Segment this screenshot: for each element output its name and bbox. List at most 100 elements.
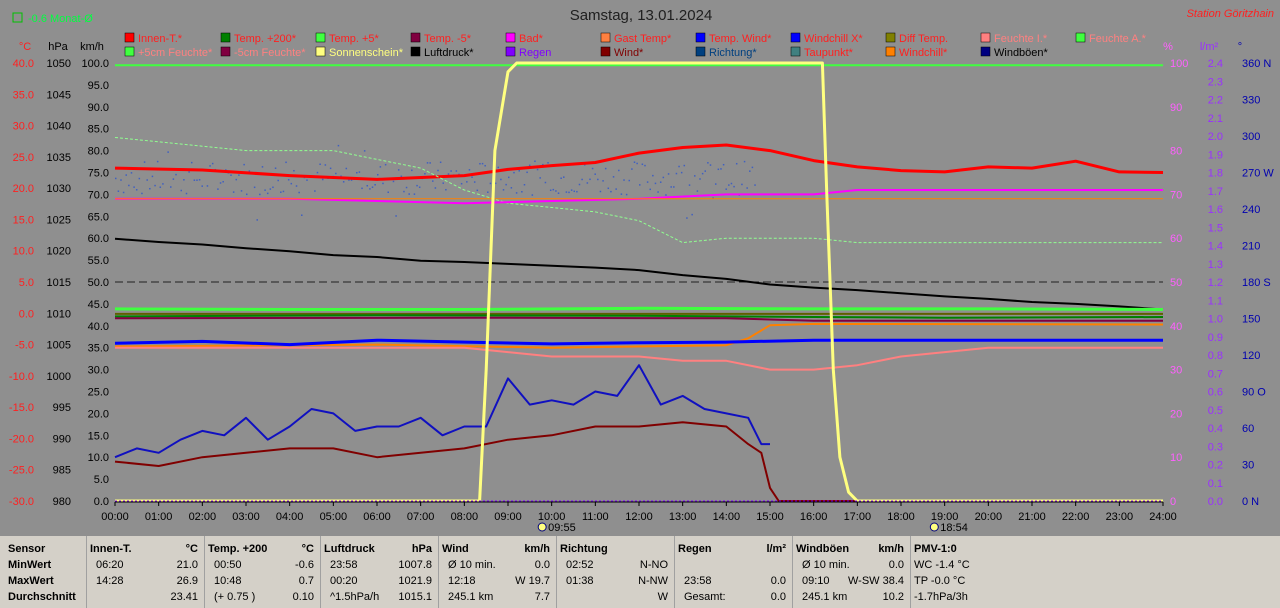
- direction-point: [657, 191, 659, 193]
- axis-unit-label: °C: [19, 41, 31, 53]
- direction-point: [555, 190, 557, 192]
- axis-tick-label: 70: [1170, 189, 1182, 201]
- legend-label: Wind*: [614, 47, 644, 59]
- sun-marker-icon: [929, 522, 939, 532]
- series-line: [114, 306, 1164, 311]
- direction-point: [282, 190, 285, 193]
- table-separator: [674, 536, 675, 608]
- axis-tick-label: 100: [1170, 58, 1188, 70]
- weather-chart: -0.6 Monat-Ø Samstag, 13.01.2024 Station…: [8, 7, 1275, 534]
- direction-point: [599, 190, 602, 193]
- x-tick-label: 00:00: [101, 511, 129, 523]
- direction-point: [612, 176, 615, 178]
- table-value: W-SW 38.4: [847, 575, 904, 587]
- axis-tick-label: 80: [1170, 146, 1182, 158]
- direction-point: [345, 167, 348, 170]
- direction-point: [319, 163, 321, 166]
- direction-point: [175, 173, 177, 176]
- axis-tick-label: 1010: [47, 308, 71, 320]
- table-value: 1021.9: [398, 575, 432, 587]
- direction-point: [544, 181, 547, 184]
- direction-point: [513, 171, 515, 174]
- legend-swatch: [790, 46, 801, 57]
- axis-tick-label: -15.0: [9, 402, 34, 414]
- direction-point: [518, 170, 520, 172]
- legend-swatch: [315, 46, 326, 57]
- direction-point: [597, 178, 599, 181]
- direction-point: [523, 184, 526, 186]
- legend-label: Luftdruck*: [424, 47, 474, 59]
- axis-tick-label: 30.0: [13, 121, 34, 133]
- direction-point: [256, 219, 258, 221]
- axis-tick-label: 60: [1242, 423, 1254, 435]
- legend-label: Innen-T.*: [138, 33, 183, 45]
- axis-tick-label: 95.0: [88, 80, 109, 92]
- table-value: 0.0: [534, 559, 550, 571]
- table-value: (+ 0.75 ): [214, 591, 256, 603]
- x-tick-label: 19:00: [931, 511, 959, 523]
- legend-swatch: [505, 32, 516, 43]
- axis-tick-label: 1050: [47, 58, 71, 70]
- chart-legend: Innen-T.* Temp. +200* Temp. +5* Temp. -5* Ba…: [124, 32, 1147, 59]
- direction-point: [115, 177, 117, 180]
- direction-point: [439, 161, 442, 164]
- direction-point: [217, 188, 219, 190]
- axis-tick-label: 55.0: [88, 255, 109, 267]
- axis-tick-label: 15.0: [13, 214, 34, 226]
- direction-point: [639, 184, 641, 186]
- axis-tick-label: 60: [1170, 233, 1182, 245]
- series-line: [114, 137, 1163, 244]
- axis-tick-label: 0 N: [1242, 496, 1259, 508]
- legend-swatch: [220, 32, 231, 43]
- direction-point: [172, 178, 175, 180]
- direction-point: [455, 170, 458, 172]
- table-separator: [910, 536, 911, 608]
- direction-point: [395, 215, 397, 217]
- table-section-unit: km/h: [524, 543, 550, 555]
- direction-point: [549, 189, 552, 192]
- direction-point: [295, 185, 298, 187]
- direction-point: [424, 173, 426, 175]
- direction-point: [673, 186, 675, 188]
- direction-point: [128, 184, 130, 187]
- table-value: 21.0: [176, 559, 198, 571]
- axis-tick-label: 1.5: [1208, 222, 1223, 234]
- axis-tick-label: 90.0: [88, 102, 109, 114]
- direction-point: [466, 181, 468, 183]
- table-value: -0.6: [295, 559, 314, 571]
- axis-tick-label: -10.0: [9, 371, 34, 383]
- axis-tick-label: 25.0: [88, 387, 109, 399]
- axis-tick-label: 990: [53, 433, 71, 445]
- axis-tick-label: 120: [1242, 350, 1260, 362]
- axis-tick-label: 1.7: [1208, 186, 1223, 198]
- direction-point: [429, 162, 431, 164]
- direction-point: [301, 214, 303, 216]
- axis-unit-label: hPa: [48, 41, 68, 53]
- axis-unit-label: °: [1238, 41, 1242, 53]
- direction-point: [547, 162, 549, 164]
- legend-label: Temp. -5*: [424, 33, 472, 45]
- axis-tick-label: 2.2: [1208, 95, 1223, 107]
- direction-point: [754, 184, 756, 186]
- series-line: [114, 316, 1163, 322]
- direction-point: [591, 167, 594, 170]
- direction-point: [120, 179, 122, 181]
- axis-tick-label: -20.0: [9, 433, 34, 445]
- direction-point: [471, 176, 473, 178]
- direction-point: [560, 177, 562, 179]
- direction-point: [586, 182, 589, 184]
- direction-point: [696, 190, 699, 192]
- table-value: WC -1.4 °C: [914, 559, 970, 571]
- table-value: 09:10: [802, 575, 830, 587]
- direction-point: [691, 213, 693, 216]
- x-tick-label: 22:00: [1062, 511, 1090, 523]
- direction-point: [615, 188, 617, 190]
- direction-point: [162, 183, 164, 185]
- axis-tick-label: 150: [1242, 314, 1260, 326]
- axis-tick-label: 360 N: [1242, 58, 1271, 70]
- direction-point: [340, 175, 342, 177]
- table-separator: [204, 536, 205, 608]
- direction-point: [445, 188, 447, 191]
- legend-swatch: [315, 32, 326, 43]
- x-tick-label: 15:00: [756, 511, 784, 523]
